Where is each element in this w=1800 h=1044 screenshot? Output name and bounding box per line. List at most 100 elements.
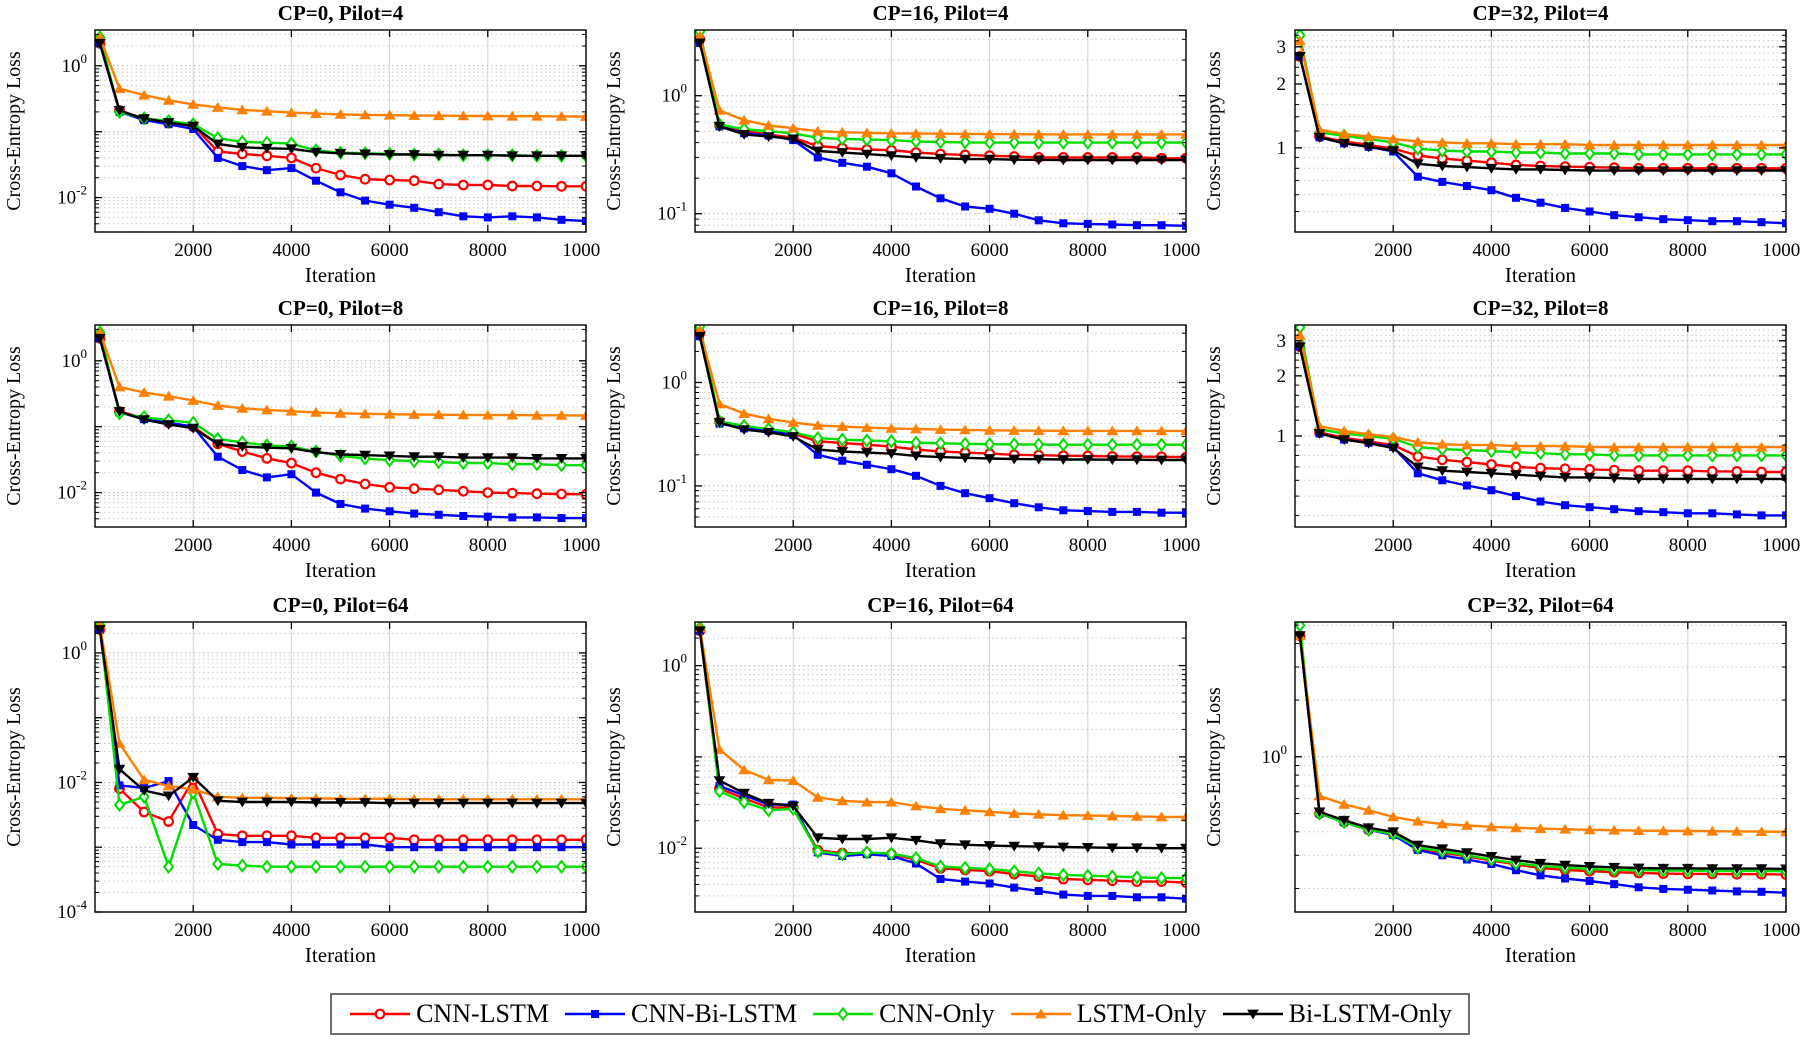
x-tick-label: 6000 bbox=[1571, 920, 1609, 941]
x-tick-label: 8000 bbox=[1069, 240, 1107, 261]
y-tick-label: 10-1 bbox=[657, 471, 687, 497]
chart-cp-0-pilot-4: 2000 4000 6000 8000 10000 100 10-2 CP=0, Pilot=… bbox=[3, 1, 610, 287]
axes-frame: 2000 4000 6000 8000 10000 100 10-2 10-4 bbox=[57, 621, 610, 941]
x-tick-label: 2000 bbox=[774, 240, 812, 261]
series-bi-lstm-only bbox=[695, 626, 1186, 854]
x-tick-label: 8000 bbox=[469, 240, 507, 261]
x-tick-label: 4000 bbox=[1472, 920, 1510, 941]
chart-cp-0-pilot-8: 2000 4000 6000 8000 10000 100 10-2 CP=0, Pilot=… bbox=[3, 296, 610, 582]
x-tick-label: 8000 bbox=[469, 535, 507, 556]
chart-cp-16-pilot-64: 2000 4000 6000 8000 10000 100 10-2 CP=16, Pilot… bbox=[603, 593, 1210, 967]
legend-sample-square-icon bbox=[564, 1010, 625, 1018]
x-tick-label: 4000 bbox=[272, 535, 310, 556]
x-tick-label: 4000 bbox=[872, 240, 910, 261]
x-tick-label: 10000 bbox=[562, 920, 600, 941]
x-tick-label: 2000 bbox=[1374, 535, 1412, 556]
y-tick-label: 1 bbox=[1277, 426, 1287, 447]
axes-frame: 2000 4000 6000 8000 10000 100 bbox=[1262, 621, 1800, 941]
charts-grid: 2000 4000 6000 8000 10000 100 10-2 CP=0, Pilot=… bbox=[0, 0, 1800, 984]
series-cnn-bi-lstm bbox=[95, 625, 586, 852]
x-axis-label: Iteration bbox=[905, 558, 977, 582]
x-tick-label: 6000 bbox=[1571, 240, 1609, 261]
y-axis-label: Cross-Entropy Loss bbox=[3, 346, 25, 506]
x-tick-label: 4000 bbox=[272, 240, 310, 261]
series-lstm-only bbox=[695, 622, 1186, 822]
series-bi-lstm-only bbox=[1295, 52, 1786, 176]
legend-label: Bi-LSTM-Only bbox=[1288, 999, 1452, 1028]
legend-box: CNN-LSTM CNN-Bi-LSTM CNN-Only LSTM-Only Bi-L… bbox=[330, 993, 1470, 1035]
y-tick-label: 10-2 bbox=[57, 478, 87, 504]
chart-cell-cp-16-pilot-4: 2000 4000 6000 8000 10000 100 10-1 CP=16, Pilot… bbox=[600, 0, 1210, 295]
series-bi-lstm-only bbox=[95, 625, 586, 809]
axes-frame: 2000 4000 6000 8000 10000 100 10-2 bbox=[657, 621, 1210, 941]
series-cnn-bi-lstm bbox=[695, 626, 1186, 903]
chart-cp-16-pilot-4: 2000 4000 6000 8000 10000 100 10-1 CP=16, Pilot… bbox=[603, 1, 1210, 287]
series-bi-lstm-only bbox=[695, 38, 1186, 166]
chart-title: CP=16, Pilot=4 bbox=[873, 1, 1009, 25]
y-tick-label: 10-4 bbox=[57, 897, 87, 923]
series-bi-lstm-only bbox=[1295, 342, 1786, 485]
axes-frame: 2000 4000 6000 8000 10000 3 2 1 bbox=[1277, 324, 1800, 556]
x-tick-label: 10000 bbox=[1162, 535, 1200, 556]
x-tick-label: 6000 bbox=[971, 240, 1009, 261]
chart-cell-cp-0-pilot-4: 2000 4000 6000 8000 10000 100 10-2 CP=0, Pilot=… bbox=[0, 0, 610, 295]
y-tick-label: 10-1 bbox=[657, 199, 687, 225]
x-tick-label: 4000 bbox=[872, 535, 910, 556]
axes-frame: 2000 4000 6000 8000 10000 3 2 1 bbox=[1277, 29, 1800, 261]
x-tick-label: 6000 bbox=[371, 535, 409, 556]
legend-label: CNN-LSTM bbox=[416, 999, 549, 1028]
y-tick-label: 10-2 bbox=[57, 768, 87, 794]
chart-cell-cp-32-pilot-64: 2000 4000 6000 8000 10000 100 CP=32, Pilot=64 I… bbox=[1200, 590, 1800, 984]
x-tick-label: 4000 bbox=[1472, 240, 1510, 261]
y-tick-label: 100 bbox=[62, 638, 88, 664]
chart-title: CP=32, Pilot=64 bbox=[1467, 593, 1614, 617]
series-lstm-only bbox=[95, 622, 586, 804]
gridlines bbox=[1295, 30, 1787, 232]
series-cnn-only bbox=[95, 622, 586, 874]
chart-title: CP=16, Pilot=8 bbox=[873, 296, 1009, 320]
chart-title: CP=32, Pilot=4 bbox=[1473, 1, 1609, 25]
x-tick-label: 2000 bbox=[774, 920, 812, 941]
legend-sample-triangle-down-icon bbox=[1222, 1009, 1283, 1020]
y-axis-label: Cross-Entropy Loss bbox=[3, 51, 25, 211]
x-axis-label: Iteration bbox=[1505, 558, 1577, 582]
chart-title: CP=32, Pilot=8 bbox=[1473, 296, 1609, 320]
x-tick-label: 8000 bbox=[1069, 535, 1107, 556]
chart-cell-cp-0-pilot-8: 2000 4000 6000 8000 10000 100 10-2 CP=0, Pilot=… bbox=[0, 295, 610, 590]
x-tick-label: 2000 bbox=[174, 920, 212, 941]
series-lstm-only bbox=[695, 325, 1186, 436]
chart-title: CP=0, Pilot=4 bbox=[278, 1, 404, 25]
legend-item-cnn-bi-lstm: CNN-Bi-LSTM bbox=[563, 999, 797, 1029]
x-tick-label: 2000 bbox=[774, 535, 812, 556]
chart-cell-cp-16-pilot-8: 2000 4000 6000 8000 10000 100 10-1 CP=16, Pilot… bbox=[600, 295, 1210, 590]
axes-frame: 2000 4000 6000 8000 10000 100 10-1 bbox=[657, 324, 1210, 556]
series-bi-lstm-only bbox=[95, 38, 586, 162]
y-axis-label: Cross-Entropy Loss bbox=[1203, 687, 1225, 847]
chart-cell-cp-32-pilot-8: 2000 4000 6000 8000 10000 3 2 1 CP=32, Pilot=8 It… bbox=[1200, 295, 1800, 590]
y-axis-label: Cross-Entropy Loss bbox=[1203, 51, 1225, 211]
axes-frame: 2000 4000 6000 8000 10000 100 10-2 bbox=[57, 29, 610, 261]
y-tick-label: 2 bbox=[1277, 74, 1287, 95]
x-tick-label: 10000 bbox=[1762, 920, 1800, 941]
legend-label: LSTM-Only bbox=[1076, 999, 1207, 1028]
x-axis-label: Iteration bbox=[305, 558, 377, 582]
x-axis-label: Iteration bbox=[1505, 263, 1577, 287]
y-axis-label: Cross-Entropy Loss bbox=[603, 346, 625, 506]
legend-sample-circle-icon bbox=[350, 1008, 411, 1020]
series-lstm-only bbox=[695, 30, 1186, 139]
y-tick-label: 100 bbox=[1262, 742, 1288, 768]
chart-cp-32-pilot-4: 2000 4000 6000 8000 10000 3 2 1 CP=32, Pilot=4 It… bbox=[1203, 1, 1800, 287]
gridlines bbox=[95, 30, 587, 232]
y-tick-label: 3 bbox=[1277, 37, 1287, 58]
x-tick-label: 4000 bbox=[272, 920, 310, 941]
y-tick-label: 100 bbox=[62, 51, 88, 77]
y-tick-label: 1 bbox=[1277, 138, 1287, 159]
x-tick-label: 8000 bbox=[1669, 240, 1707, 261]
axes-frame: 2000 4000 6000 8000 10000 100 10-1 bbox=[657, 29, 1210, 261]
series-cnn-only bbox=[695, 622, 1186, 886]
legend-item-lstm-only: LSTM-Only bbox=[1009, 999, 1207, 1029]
gridlines bbox=[1295, 325, 1787, 527]
chart-cell-cp-32-pilot-4: 2000 4000 6000 8000 10000 3 2 1 CP=32, Pilot=4 It… bbox=[1200, 0, 1800, 295]
axes-frame: 2000 4000 6000 8000 10000 100 10-2 bbox=[57, 324, 610, 556]
